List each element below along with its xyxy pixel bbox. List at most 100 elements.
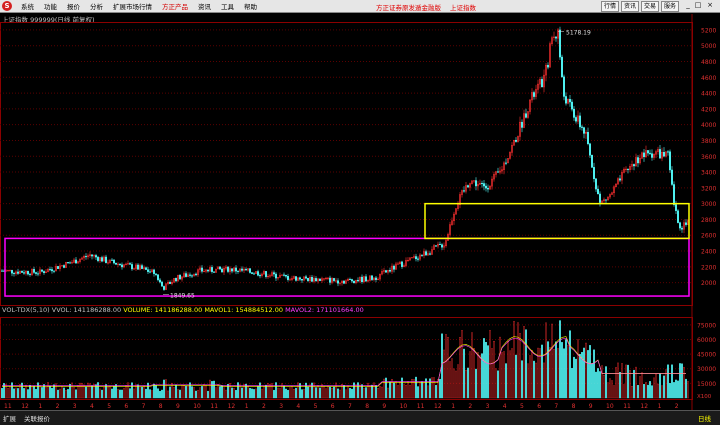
volume-bar — [685, 378, 687, 399]
volume-bar — [649, 381, 651, 399]
volume-bar — [11, 382, 13, 399]
menu-tools[interactable]: 工具 — [221, 3, 234, 11]
candle-body — [543, 74, 545, 88]
volume-bar — [159, 390, 161, 399]
quotes-button[interactable]: 行情 — [601, 1, 620, 12]
service-button[interactable]: 服务 — [661, 1, 680, 12]
volume-bar — [453, 368, 455, 399]
volume-bar — [41, 387, 43, 399]
candle-body — [169, 282, 171, 284]
volume-bar — [45, 387, 47, 399]
volume-bar — [415, 376, 417, 399]
volume-bar — [259, 382, 261, 399]
volume-bar — [387, 387, 389, 399]
menu-analysis[interactable]: 分析 — [90, 3, 103, 11]
volume-bar — [221, 385, 223, 399]
candle-body — [481, 183, 483, 185]
candle-body — [69, 262, 71, 264]
candle-body — [509, 152, 511, 159]
volume-bar — [171, 382, 173, 399]
volume-bar — [479, 355, 481, 399]
candle-body — [17, 271, 19, 274]
candle-body — [513, 140, 515, 146]
candle-body — [531, 92, 533, 101]
tab-related-quotes[interactable]: 关联报价 — [24, 415, 50, 423]
volume-bar — [459, 337, 461, 399]
tab-extend[interactable]: 扩展 — [3, 415, 16, 423]
candle-body — [473, 180, 475, 182]
mavol2-line — [2, 337, 686, 386]
menu-quote[interactable]: 报价 — [67, 3, 80, 11]
candle-body — [295, 276, 297, 281]
volume-bar — [679, 363, 681, 399]
menu-help[interactable]: 帮助 — [244, 3, 257, 11]
volume-bar — [475, 368, 477, 399]
menu-fangzheng-products[interactable]: 方正产品 — [162, 3, 188, 11]
vvol-value: VVOL: 141186288.00 — [51, 306, 122, 314]
candle-body — [139, 265, 141, 270]
volume-bar — [563, 348, 565, 399]
volume-bar — [27, 389, 29, 399]
menu-info[interactable]: 资讯 — [198, 3, 211, 11]
candle-body — [79, 259, 81, 262]
volume-bar — [219, 386, 221, 399]
candle-body — [571, 101, 573, 110]
volume-bar — [315, 387, 317, 399]
trade-button[interactable]: 交易 — [641, 1, 660, 12]
candle-body — [285, 274, 287, 277]
volume-bar — [151, 390, 153, 399]
candle-body — [245, 268, 247, 271]
candle-body — [589, 143, 591, 156]
candle-body — [503, 162, 505, 170]
candle-body — [621, 172, 623, 181]
close-icon[interactable]: × — [707, 1, 713, 9]
volume-bar — [65, 389, 67, 399]
volume-bar — [189, 382, 191, 399]
volume-bar — [513, 321, 515, 399]
volume-bar — [143, 385, 145, 399]
candle-body — [483, 183, 485, 187]
volume-bar — [205, 385, 207, 399]
candle-body — [43, 271, 45, 274]
candle-body — [545, 64, 547, 76]
volume-bar — [127, 382, 129, 399]
period-label[interactable]: 日线 — [698, 415, 711, 423]
minimize-icon[interactable]: _ — [686, 1, 690, 9]
volume-bar — [631, 386, 633, 399]
candle-body — [449, 224, 451, 235]
volume-bar — [239, 384, 241, 399]
y-tick-label: 4800 — [701, 59, 716, 66]
volume-bar — [407, 381, 409, 399]
menu-system[interactable]: 系统 — [21, 3, 34, 11]
candle-body — [299, 277, 301, 280]
candle-body — [21, 271, 23, 273]
volume-bar — [511, 348, 513, 399]
volume-bar — [591, 363, 593, 399]
candle-body — [279, 275, 281, 278]
x-month-label: 1 — [451, 403, 455, 410]
volume-bar — [81, 382, 83, 399]
volume-bar — [257, 386, 259, 399]
volume-bar — [447, 337, 449, 399]
menu-function[interactable]: 功能 — [44, 3, 57, 11]
volume-bar — [477, 352, 479, 399]
promo-link[interactable]: 方正证券原发遁金融版 — [376, 4, 441, 12]
volume-bar — [593, 349, 595, 399]
volume-bar — [139, 387, 141, 399]
volume-bar — [365, 387, 367, 399]
volume-bar — [655, 374, 657, 399]
candle-body — [603, 199, 605, 202]
candle-body — [639, 158, 641, 164]
volume-bar — [377, 387, 379, 399]
menu-extended-market[interactable]: 扩展市场行情 — [113, 3, 152, 11]
volume-bar — [561, 342, 563, 399]
index-link[interactable]: 上证指数 — [450, 4, 476, 12]
volume-bar — [17, 388, 19, 399]
volume-bar — [303, 389, 305, 399]
maximize-icon[interactable]: □ — [694, 1, 702, 9]
news-button[interactable]: 资讯 — [621, 1, 640, 12]
volume-bar — [107, 386, 109, 399]
volume-bar — [369, 385, 371, 399]
candle-body — [123, 264, 125, 268]
